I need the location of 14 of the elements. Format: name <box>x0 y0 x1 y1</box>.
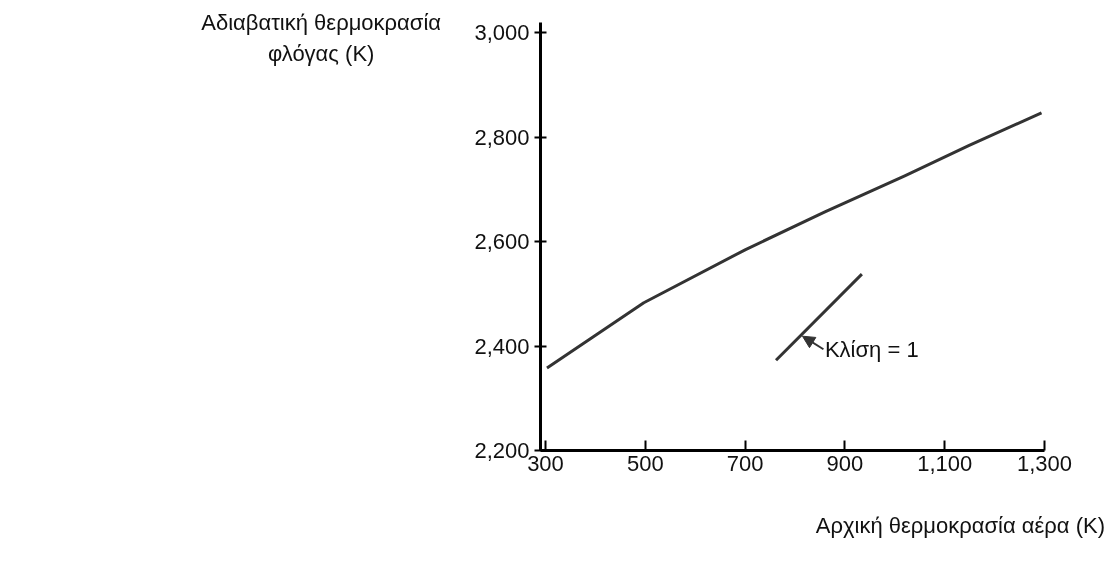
y-tick-label: 2,200 <box>474 438 530 463</box>
x-tick-label: 1,300 <box>1016 450 1073 476</box>
x-tick-label: 500 <box>626 450 664 476</box>
x-tick-label: 700 <box>726 450 764 476</box>
y-tick-label: 2,400 <box>474 333 530 359</box>
line-series <box>545 111 1044 370</box>
x-tick-label: 900 <box>826 450 864 476</box>
annotation: Κλίση = 1 <box>824 336 919 362</box>
y-tick-label: 2,600 <box>474 229 530 255</box>
y-tick-label: 2,800 <box>474 124 530 150</box>
y-axis-title: Αδιαβατική θερμοκρασία φλόγας (K) <box>201 9 441 68</box>
x-tick-label: 1,100 <box>917 450 973 476</box>
y-tick-label: 3,000 <box>474 20 530 46</box>
x-axis-title: Αρχική θερμοκρασία αέρα (K) <box>815 512 1105 540</box>
